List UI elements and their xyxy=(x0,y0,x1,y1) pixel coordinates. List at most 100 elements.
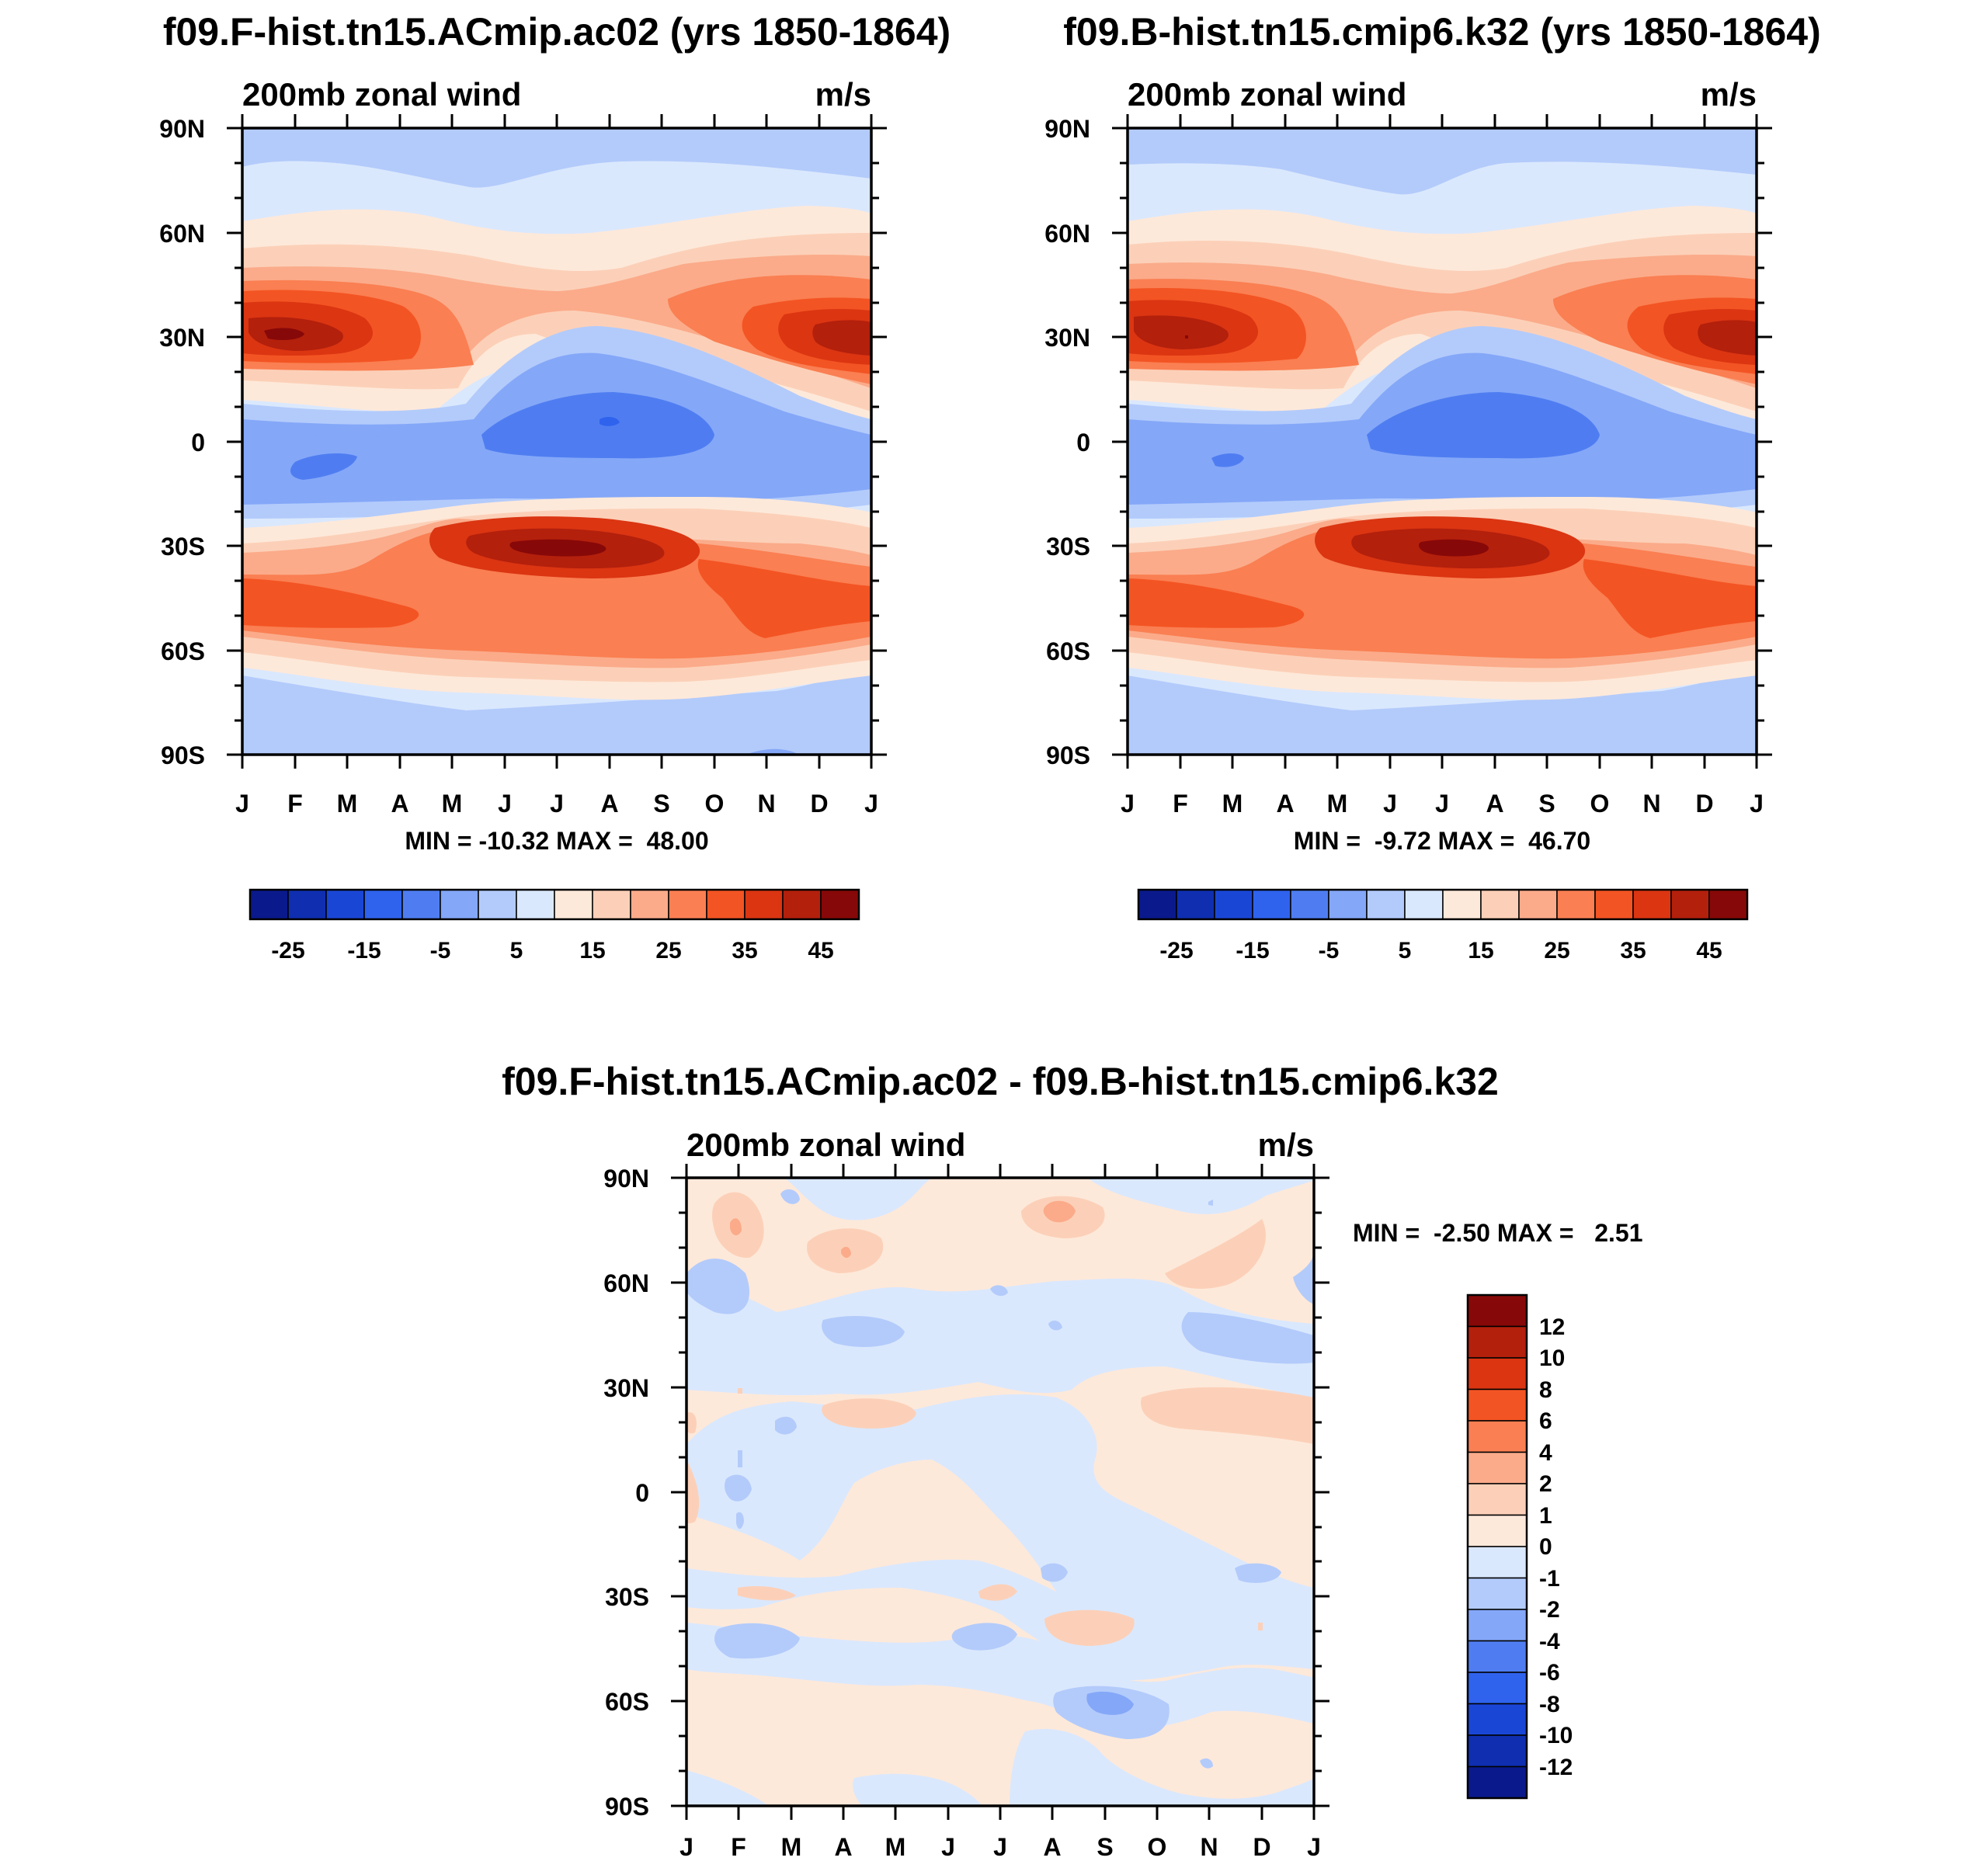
colorbar-label: 5 xyxy=(510,938,523,963)
panel3-title: f09.F-hist.tn15.ACmip.ac02 - f09.B-hist.… xyxy=(502,1060,1499,1103)
x-tick-label: A xyxy=(1043,1833,1061,1861)
x-tick-label: S xyxy=(653,790,669,818)
colorbar-label: 10 xyxy=(1539,1345,1565,1371)
x-tick-label: D xyxy=(810,790,828,818)
colorbar-swatch xyxy=(554,889,593,920)
colorbar-swatch xyxy=(1328,889,1368,920)
colorbar-label: 45 xyxy=(808,938,833,963)
colorbar-label: -8 xyxy=(1539,1692,1560,1717)
x-tick-label: J xyxy=(1750,790,1764,818)
colorbar-swatch xyxy=(1467,1640,1527,1673)
colorbar-swatch xyxy=(1708,889,1748,920)
x-tick-label: A xyxy=(391,790,408,818)
x-tick-label: A xyxy=(1486,790,1503,818)
y-tick-label: 60S xyxy=(161,637,205,665)
colorbar-label: -1 xyxy=(1539,1566,1560,1592)
colorbar-label: 4 xyxy=(1539,1440,1552,1466)
x-tick-label: A xyxy=(1276,790,1294,818)
colorbar-swatch xyxy=(1467,1388,1527,1422)
panel3-tick-marks xyxy=(671,1164,1329,1820)
x-tick-label: J xyxy=(1435,790,1449,818)
colorbar-label: -2 xyxy=(1539,1597,1560,1623)
colorbar-label: 6 xyxy=(1539,1408,1552,1434)
colorbar-swatch xyxy=(1467,1325,1527,1359)
x-tick-label: M xyxy=(781,1833,802,1861)
y-tick-label: 0 xyxy=(635,1479,649,1507)
y-tick-label: 30S xyxy=(1046,533,1090,561)
colorbar-swatch xyxy=(1176,889,1215,920)
colorbar-swatch xyxy=(706,889,746,920)
colorbar-label: -6 xyxy=(1539,1660,1560,1686)
colorbar-label: -10 xyxy=(1539,1723,1573,1748)
panel2-min-max: MIN = -9.72 MAX = 46.70 xyxy=(1294,827,1590,855)
colorbar-label: 25 xyxy=(1544,938,1569,963)
panel1-y-tick-labels: 90N 60N 30N 0 30S 60S 90S xyxy=(159,115,205,769)
colorbar-swatch xyxy=(1252,889,1291,920)
y-tick-label: 60N xyxy=(1044,220,1090,248)
x-tick-label: M xyxy=(1327,790,1348,818)
colorbar-swatch xyxy=(1404,889,1444,920)
colorbar-swatch xyxy=(1467,1514,1527,1547)
panel3-x-tick-labels: J F M A M J J A S O N D J xyxy=(679,1833,1321,1861)
colorbar-swatch xyxy=(1518,889,1558,920)
panel1-colorbar: -25 -15 -5 5 15 25 35 45 xyxy=(248,888,860,963)
x-tick-label: O xyxy=(705,790,725,818)
panel2-tick-marks xyxy=(1112,114,1772,769)
x-tick-label: N xyxy=(1642,790,1660,818)
colorbar-swatch xyxy=(1467,1703,1527,1736)
colorbar-swatch xyxy=(1467,1734,1527,1768)
colorbar-label: 15 xyxy=(579,938,605,963)
colorbar-swatch xyxy=(1366,889,1406,920)
panel3-min-max: MIN = -2.50 MAX = 2.51 xyxy=(1353,1219,1642,1247)
x-tick-label: J xyxy=(941,1833,955,1861)
colorbar-swatch xyxy=(249,889,289,920)
y-tick-label: 90S xyxy=(1046,741,1090,769)
colorbar-swatch xyxy=(744,889,784,920)
panel1-contour-field xyxy=(242,128,871,755)
y-tick-label: 90S xyxy=(161,741,205,769)
x-tick-label: S xyxy=(1538,790,1555,818)
colorbar-swatch xyxy=(820,889,860,920)
colorbar-label: 8 xyxy=(1539,1377,1552,1403)
colorbar-label: 2 xyxy=(1539,1471,1552,1497)
colorbar-swatch xyxy=(1594,889,1634,920)
colorbar-swatch xyxy=(630,889,669,920)
x-tick-label: M xyxy=(885,1833,906,1861)
panel3-variable-label: 200mb zonal wind xyxy=(686,1127,965,1163)
x-tick-label: O xyxy=(1590,790,1610,818)
colorbar-swatch xyxy=(1467,1546,1527,1579)
y-tick-label: 30N xyxy=(603,1374,649,1402)
panel2-title: f09.B-hist.tn15.cmip6.k32 (yrs 1850-1864… xyxy=(1063,10,1821,54)
y-tick-label: 90N xyxy=(1044,115,1090,143)
x-tick-label: A xyxy=(834,1833,852,1861)
x-tick-label: M xyxy=(1222,790,1243,818)
colorbar-label: -25 xyxy=(1159,938,1193,963)
y-tick-label: 60S xyxy=(605,1688,649,1716)
y-tick-label: 60N xyxy=(159,220,205,248)
colorbar-label: -4 xyxy=(1539,1629,1560,1654)
panel-model-b: f09.B-hist.tn15.cmip6.k32 (yrs 1850-1864… xyxy=(1044,10,1820,963)
x-tick-label: M xyxy=(337,790,358,818)
panel2-colorbar: -25 -15 -5 5 15 25 35 45 xyxy=(1137,888,1749,963)
x-tick-label: J xyxy=(235,790,249,818)
colorbar-swatch xyxy=(1467,1357,1527,1391)
y-tick-label: 30N xyxy=(159,324,205,352)
x-tick-label: J xyxy=(864,790,878,818)
colorbar-label: 0 xyxy=(1539,1534,1552,1560)
colorbar-swatch xyxy=(440,889,479,920)
x-tick-label: D xyxy=(1253,1833,1270,1861)
colorbar-swatch xyxy=(668,889,707,920)
colorbar-label: 15 xyxy=(1468,938,1493,963)
colorbar-label: 35 xyxy=(1620,938,1646,963)
panel2-x-tick-labels: J F M A M J J A S O N D J xyxy=(1121,790,1764,818)
colorbar-label: 45 xyxy=(1696,938,1722,963)
colorbar-label: -12 xyxy=(1539,1755,1573,1780)
colorbar-swatch xyxy=(1467,1451,1527,1484)
panel2-variable-label: 200mb zonal wind xyxy=(1128,76,1406,113)
colorbar-label: 1 xyxy=(1539,1503,1552,1529)
panel1-variable-label: 200mb zonal wind xyxy=(242,76,521,113)
x-tick-label: J xyxy=(1307,1833,1321,1861)
colorbar-swatch xyxy=(1442,889,1482,920)
colorbar-swatch xyxy=(1556,889,1596,920)
y-tick-label: 0 xyxy=(191,429,205,457)
